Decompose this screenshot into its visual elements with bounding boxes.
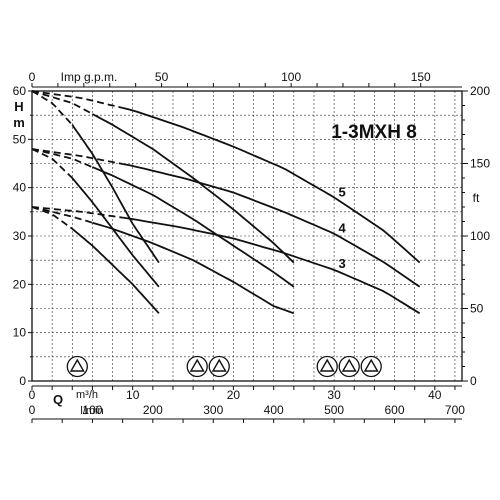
bottom-tick-label-lmin: 500 <box>324 403 344 417</box>
curve-5-impeller-2-dashed <box>31 90 93 115</box>
curve-5-impeller-1-dashed <box>31 90 73 126</box>
top-tick-label: 150 <box>411 70 431 84</box>
impeller-symbol-icon <box>66 355 88 378</box>
bottom-tick-label-m3h: 0 <box>29 388 36 402</box>
right-axis-label: ft <box>473 191 480 205</box>
left-tick-label: 20 <box>13 277 27 291</box>
bottom-tick-label-m3h: 40 <box>428 388 442 402</box>
chart-frame <box>28 83 468 423</box>
bottom-tick-label-lmin: 600 <box>385 403 405 417</box>
curve-4-impeller-2-dashed <box>31 148 93 168</box>
left-tick-label: 30 <box>13 229 27 243</box>
impeller-symbols <box>66 355 382 378</box>
impeller-triangle <box>69 358 85 372</box>
left-axis-label-h: H <box>14 99 23 114</box>
bottom-tick-label-lmin: 700 <box>445 403 465 417</box>
grid <box>32 91 462 381</box>
top-axis-label: Imp g.p.m. <box>61 70 118 84</box>
right-tick-label: 100 <box>470 229 490 243</box>
curve-3-impeller-3-dashed <box>31 206 123 219</box>
left-tick-label: 50 <box>13 132 27 146</box>
top-tick-label: 50 <box>155 70 169 84</box>
chart-title: 1-3MXH 8 <box>331 122 417 143</box>
curve-5-impeller-1 <box>71 124 160 264</box>
curve-5-impeller-2 <box>91 113 295 264</box>
left-tick-label: 40 <box>13 181 27 195</box>
top-tick-label: 0 <box>29 70 36 84</box>
curve-3-impeller-1-dashed <box>31 206 73 230</box>
bottom-tick-label-lmin: 100 <box>82 403 102 417</box>
bottom-tick-label-lmin: 400 <box>264 403 284 417</box>
right-tick-label: 50 <box>470 302 484 316</box>
bottom-tick-label-m3h: 20 <box>227 388 241 402</box>
curves <box>31 90 421 315</box>
curve-3-impeller-1 <box>71 228 160 314</box>
right-tick-label: 150 <box>470 157 490 171</box>
curve-4-impeller-1 <box>71 177 160 288</box>
q-label: Q <box>53 392 63 407</box>
right-tick-label: 200 <box>470 84 490 98</box>
left-tick-label: 0 <box>19 374 26 388</box>
curve-4-impeller-3 <box>122 163 421 288</box>
impeller-triangle <box>211 358 227 372</box>
curve-5-impeller-3-dashed <box>31 90 123 109</box>
curve-3-impeller-2-dashed <box>31 206 93 224</box>
curve-4-impeller-2 <box>92 166 295 288</box>
curve-4-impeller-3-dashed <box>31 148 123 165</box>
right-tick-label: 0 <box>470 374 477 388</box>
impeller-symbol-icon <box>186 355 208 378</box>
impeller-triangle <box>341 358 357 372</box>
curve-4-impeller-1-dashed <box>31 148 73 179</box>
curve-3-impeller-3 <box>122 216 421 315</box>
left-axis-label-m: m <box>13 115 25 130</box>
impeller-symbol-icon <box>208 355 230 378</box>
impeller-symbol-icon <box>360 355 382 378</box>
m3h-unit-label: m³/h <box>76 389 98 401</box>
impeller-triangle <box>189 358 205 372</box>
bottom-tick-label-m3h: 10 <box>126 388 140 402</box>
series-label-5: 5 <box>339 185 346 200</box>
impeller-triangle <box>363 358 379 372</box>
bottom-tick-label-lmin: 0 <box>29 403 36 417</box>
series-label-3: 3 <box>339 256 346 271</box>
top-tick-label: 100 <box>281 70 301 84</box>
curve-3-impeller-2 <box>92 221 295 315</box>
left-tick-label: 60 <box>13 84 27 98</box>
bottom-tick-label-lmin: 200 <box>143 403 163 417</box>
impeller-symbol-icon <box>316 355 338 378</box>
bottom-tick-label-m3h: 30 <box>327 388 341 402</box>
impeller-symbol-icon <box>338 355 360 378</box>
series-label-4: 4 <box>339 220 347 235</box>
bottom-tick-label-lmin: 300 <box>203 403 223 417</box>
left-tick-label: 10 <box>13 326 27 340</box>
lmin-unit-label: l/min <box>80 405 103 417</box>
curve-5-impeller-3 <box>122 107 421 264</box>
impeller-triangle <box>319 358 335 372</box>
